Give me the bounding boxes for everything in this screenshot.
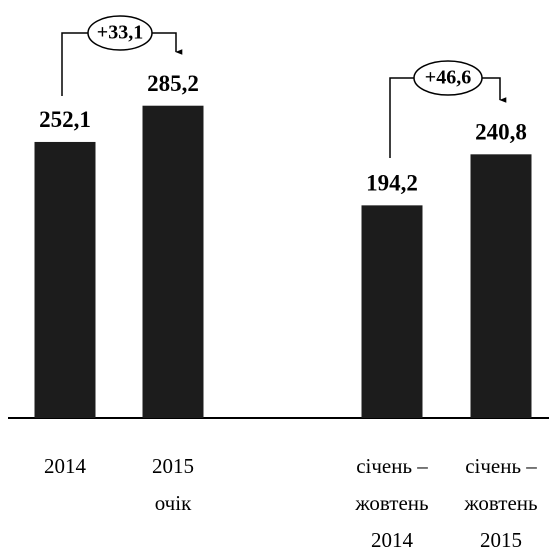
bar	[34, 141, 96, 418]
data-label: 240,8	[475, 120, 527, 145]
x-tick-label: січень –	[465, 454, 537, 478]
bar	[361, 205, 423, 418]
x-tick-label: 2015	[152, 454, 194, 478]
x-tick-label: очік	[155, 491, 192, 515]
bracket	[61, 15, 183, 96]
bar	[470, 154, 532, 418]
annotation: +33,1	[97, 22, 143, 44]
bar	[142, 105, 204, 419]
x-tick-label: жовтень	[354, 491, 428, 515]
data-label: 194,2	[366, 171, 418, 196]
x-tick-label: січень –	[356, 454, 428, 478]
x-tick-label: 2014	[371, 528, 414, 551]
x-tick-label: 2015	[480, 528, 522, 551]
x-tick-label: жовтень	[463, 491, 537, 515]
bracket	[389, 60, 507, 158]
annotation: +46,6	[425, 67, 471, 89]
data-label: 252,1	[39, 107, 91, 132]
x-tick-label: 2014	[44, 454, 87, 478]
data-label: 285,2	[147, 71, 199, 96]
